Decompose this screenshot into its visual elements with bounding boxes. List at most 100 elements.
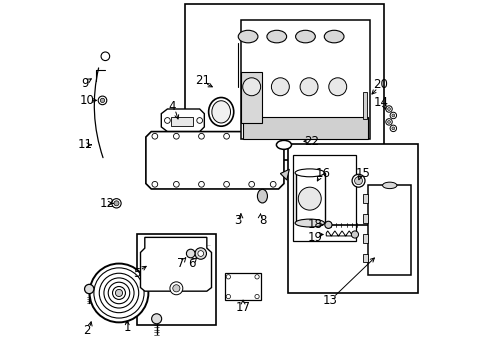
Circle shape: [391, 114, 394, 117]
Text: 11: 11: [78, 138, 93, 151]
Bar: [362, 214, 367, 223]
Ellipse shape: [324, 30, 344, 43]
Bar: [362, 234, 367, 243]
Ellipse shape: [208, 98, 233, 126]
Bar: [362, 253, 367, 262]
Circle shape: [84, 284, 94, 294]
Text: 21: 21: [194, 74, 209, 87]
Circle shape: [223, 134, 229, 139]
Circle shape: [173, 181, 179, 187]
Text: 13: 13: [323, 294, 337, 307]
Circle shape: [387, 121, 389, 123]
Circle shape: [152, 181, 158, 187]
Text: 20: 20: [372, 78, 387, 91]
Circle shape: [242, 78, 260, 96]
Text: 15: 15: [355, 167, 369, 180]
Text: 4: 4: [168, 100, 176, 113]
Circle shape: [300, 78, 317, 96]
Circle shape: [391, 127, 394, 130]
Circle shape: [164, 118, 170, 123]
Circle shape: [271, 78, 289, 96]
Circle shape: [248, 181, 254, 187]
Circle shape: [198, 251, 203, 256]
Circle shape: [112, 287, 125, 300]
Circle shape: [100, 98, 104, 103]
Circle shape: [89, 264, 148, 322]
Circle shape: [173, 134, 179, 139]
Circle shape: [101, 52, 109, 60]
Circle shape: [198, 134, 204, 139]
Bar: [362, 194, 367, 203]
Circle shape: [108, 282, 129, 304]
Circle shape: [387, 108, 389, 111]
Circle shape: [152, 134, 158, 139]
Text: 10: 10: [79, 94, 94, 107]
Text: 1: 1: [123, 321, 131, 334]
Circle shape: [226, 294, 230, 299]
Circle shape: [351, 174, 364, 187]
Circle shape: [270, 181, 276, 187]
Bar: [362, 92, 366, 119]
Circle shape: [389, 125, 396, 132]
Circle shape: [270, 134, 276, 139]
Ellipse shape: [294, 219, 324, 227]
Circle shape: [98, 96, 106, 105]
Circle shape: [351, 231, 358, 238]
Circle shape: [385, 119, 391, 125]
Circle shape: [172, 285, 180, 292]
Circle shape: [354, 177, 362, 185]
Circle shape: [186, 249, 195, 258]
Circle shape: [226, 275, 230, 279]
Ellipse shape: [266, 30, 286, 43]
Circle shape: [223, 181, 229, 187]
Ellipse shape: [257, 189, 267, 203]
Ellipse shape: [276, 140, 291, 149]
Bar: [242, 117, 367, 139]
Circle shape: [169, 282, 183, 295]
Bar: [295, 173, 325, 223]
Polygon shape: [140, 237, 211, 291]
Text: 14: 14: [373, 96, 388, 109]
Text: 8: 8: [259, 214, 266, 227]
Circle shape: [195, 248, 206, 259]
Text: 16: 16: [315, 167, 329, 180]
Text: 9: 9: [81, 77, 88, 90]
Circle shape: [104, 278, 134, 308]
Text: 18: 18: [307, 218, 322, 231]
Bar: [137, 234, 215, 325]
Text: 22: 22: [304, 135, 319, 148]
Text: 3: 3: [234, 214, 241, 227]
Bar: [185, 4, 384, 160]
Bar: [367, 185, 410, 275]
Polygon shape: [145, 132, 284, 189]
Circle shape: [328, 78, 346, 96]
Bar: [171, 117, 192, 126]
Circle shape: [196, 118, 202, 123]
Text: 5: 5: [133, 267, 141, 280]
Polygon shape: [325, 231, 356, 236]
Circle shape: [198, 181, 204, 187]
Text: 17: 17: [235, 301, 250, 314]
Bar: [241, 21, 369, 139]
Text: 7: 7: [177, 257, 184, 270]
Circle shape: [385, 106, 391, 112]
Bar: [224, 273, 260, 300]
Bar: [292, 155, 355, 241]
Text: 6: 6: [187, 257, 195, 270]
Text: 2: 2: [83, 324, 90, 337]
Circle shape: [114, 201, 119, 206]
Circle shape: [298, 187, 321, 210]
Ellipse shape: [294, 169, 324, 177]
Bar: [241, 72, 262, 123]
Circle shape: [254, 294, 259, 299]
Polygon shape: [161, 109, 204, 132]
Circle shape: [248, 134, 254, 139]
Circle shape: [112, 199, 121, 208]
Ellipse shape: [382, 182, 396, 189]
Circle shape: [115, 289, 122, 297]
Polygon shape: [280, 169, 289, 180]
Ellipse shape: [211, 101, 230, 123]
Circle shape: [389, 112, 396, 119]
Circle shape: [254, 275, 259, 279]
Ellipse shape: [295, 30, 315, 43]
